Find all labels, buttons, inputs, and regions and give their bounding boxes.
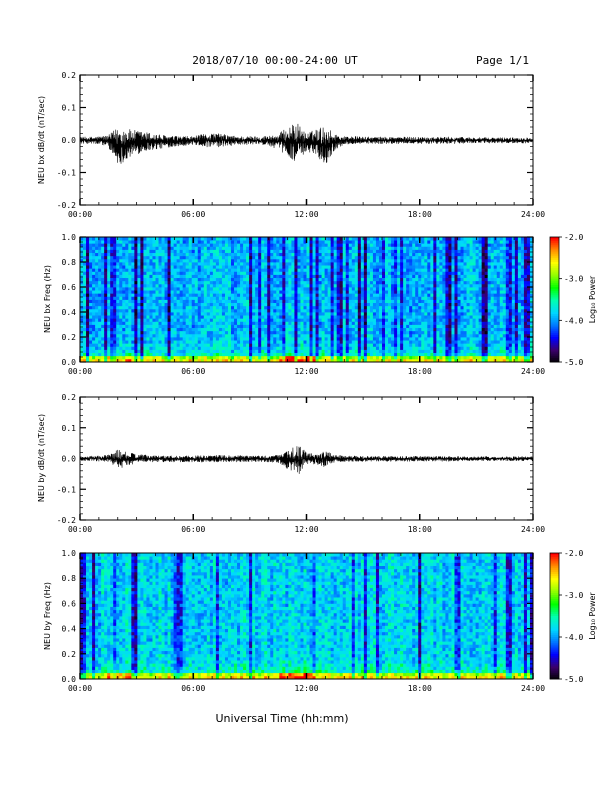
x-tick-label: 24:00	[521, 525, 545, 534]
colorbar-tick-label: -3.0	[564, 275, 583, 284]
y-tick-label: 1.0	[62, 233, 77, 242]
colorbar-tick-label: -5.0	[564, 358, 583, 367]
colorbar-tick-label: -2.0	[564, 549, 583, 558]
bx-dbdt-panel: 00:00 06:00 12:00 18:00 24:00 0.2 0.1 0.0 -0.1 -0…	[37, 71, 545, 219]
y-tick-label: 0.0	[62, 675, 77, 684]
y-tick-label: -0.2	[57, 516, 76, 525]
colorbar-label: Log₁₀ Power	[588, 592, 597, 640]
x-tick-label: 06:00	[181, 210, 205, 219]
x-tick-label: 06:00	[181, 367, 205, 376]
x-tick-label: 00:00	[68, 367, 92, 376]
x-tick-label: 00:00	[68, 525, 92, 534]
bx-dbdt-series	[79, 123, 534, 164]
colorbar-tick-label: -3.0	[564, 591, 583, 600]
by-dbdt-panel: 00:00 06:00 12:00 18:00 24:00 0.2 0.1 0.0 -0.1 -0…	[37, 393, 545, 534]
colorbar-tick-label: -2.0	[564, 233, 583, 242]
bx-dbdt-ylabel: NEU bx dB/dt (nT/sec)	[37, 96, 46, 184]
x-tick-label: 12:00	[294, 210, 318, 219]
bx-spectrogram-panel: 00:00 06:00 12:00 18:00 24:00 1.0 0.8 0.6 0.4 0.2…	[43, 233, 545, 376]
by-spectrogram-panel: 00:00 06:00 12:00 18:00 24:00 1.0 0.8 0.6 0.4 0.2…	[43, 549, 545, 693]
x-tick-label: 06:00	[181, 525, 205, 534]
y-tick-label: 0.2	[62, 393, 77, 402]
y-tick-label: 0.0	[62, 358, 77, 367]
by-dbdt-ylabel: NEU by dB/dt (nT/sec)	[37, 414, 46, 502]
y-tick-label: 0.2	[62, 650, 77, 659]
x-tick-label: 18:00	[408, 210, 432, 219]
by-dbdt-series	[79, 446, 534, 474]
y-tick-label: 0.1	[62, 104, 77, 113]
y-tick-label: -0.2	[57, 201, 76, 210]
page-number: Page 1/1	[476, 54, 529, 67]
y-tick-label: 0.2	[62, 71, 77, 80]
y-tick-label: -0.1	[57, 169, 76, 178]
x-tick-label: 00:00	[68, 210, 92, 219]
by-freq-ylabel: NEU by Freq (Hz)	[43, 582, 52, 650]
y-tick-label: -0.1	[57, 485, 76, 494]
y-tick-label: 0.6	[62, 599, 77, 608]
x-tick-label: 18:00	[408, 367, 432, 376]
y-tick-label: 0.2	[62, 333, 77, 342]
y-tick-label: 0.4	[62, 308, 77, 317]
x-tick-label: 06:00	[181, 684, 205, 693]
x-tick-label: 12:00	[294, 367, 318, 376]
x-tick-label: 12:00	[294, 525, 318, 534]
y-tick-label: 0.0	[62, 455, 77, 464]
x-tick-label: 24:00	[521, 684, 545, 693]
bx-spectrogram	[80, 237, 534, 363]
by-colorbar: -2.0 -3.0 -4.0 -5.0 Log₁₀ Power	[549, 549, 597, 684]
by-spectrogram	[80, 553, 534, 680]
x-tick-label: 18:00	[408, 684, 432, 693]
x-tick-label: 24:00	[521, 210, 545, 219]
y-tick-label: 0.4	[62, 625, 77, 634]
x-tick-label: 00:00	[68, 684, 92, 693]
x-tick-label: 24:00	[521, 367, 545, 376]
y-tick-label: 0.6	[62, 283, 77, 292]
y-tick-label: 0.8	[62, 258, 77, 267]
y-tick-label: 0.0	[62, 136, 77, 145]
colorbar-tick-label: -4.0	[564, 633, 583, 642]
colorbar-label: Log₁₀ Power	[588, 275, 597, 323]
colorbar-tick-label: -5.0	[564, 675, 583, 684]
colorbar-tick-label: -4.0	[564, 316, 583, 325]
y-tick-label: 0.1	[62, 424, 77, 433]
x-tick-label: 18:00	[408, 525, 432, 534]
bx-colorbar: -2.0 -3.0 -4.0 -5.0 Log₁₀ Power	[549, 233, 597, 367]
x-tick-label: 12:00	[294, 684, 318, 693]
bx-freq-ylabel: NEU bx Freq (Hz)	[43, 265, 52, 333]
y-tick-label: 0.8	[62, 574, 77, 583]
x-axis-label: Universal Time (hh:mm)	[216, 712, 349, 725]
y-tick-label: 1.0	[62, 549, 77, 558]
page-title: 2018/07/10 00:00-24:00 UT	[192, 54, 358, 67]
